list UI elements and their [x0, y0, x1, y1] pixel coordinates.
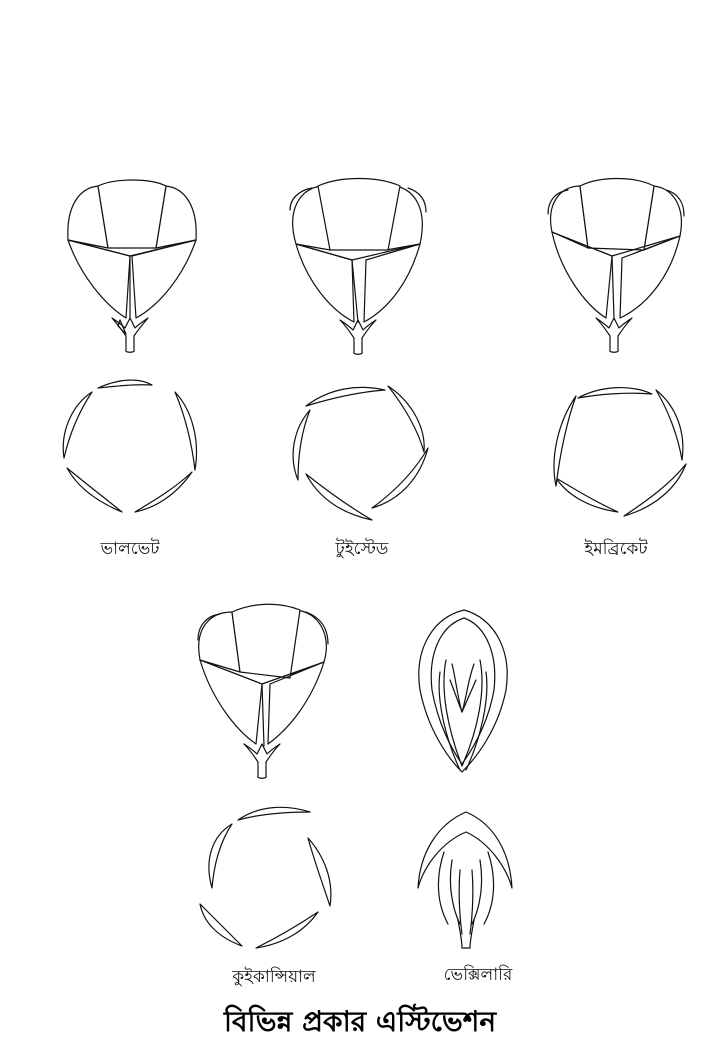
imbricate-label: ইমব্রিকেট — [584, 539, 648, 559]
vexillary-cross-section — [417, 811, 513, 949]
valvate-cross-section — [62, 379, 198, 513]
quincuncial-label: কুইকান্সিয়াল — [232, 967, 316, 987]
vexillary-label: ভেক্সিলারি — [443, 965, 513, 985]
imbricate-cross-section — [553, 387, 687, 517]
twisted-flower-view — [289, 177, 427, 355]
twisted-label: টুইস্টেড — [335, 539, 389, 559]
quincuncial-cross-section — [199, 806, 332, 949]
imbricate-flower-view — [547, 177, 685, 353]
vexillary-flower-view — [418, 609, 508, 773]
valvate-flower-view — [67, 179, 197, 353]
valvate-label: ভালভেট — [100, 539, 160, 559]
twisted-cross-section — [292, 385, 429, 521]
quincuncial-flower-view — [197, 603, 329, 779]
figure-title: বিভিন্ন প্রকার এস্টিভেশন — [223, 1005, 497, 1038]
